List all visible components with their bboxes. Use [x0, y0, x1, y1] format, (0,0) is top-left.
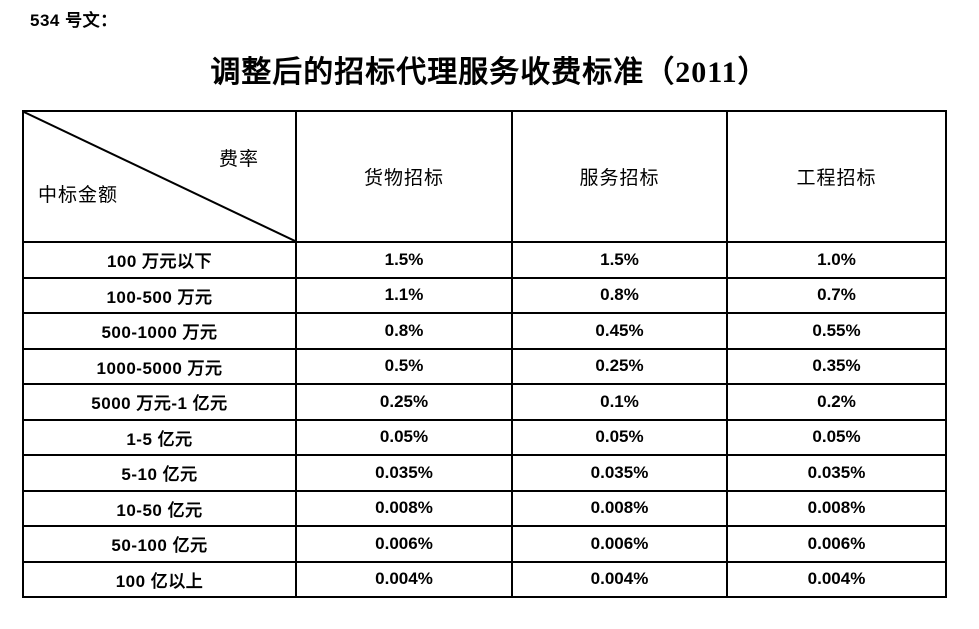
amount-range-cell: 5000 万元-1 亿元 — [22, 383, 297, 421]
table-row: 50-100 亿元 0.006% 0.006% 0.006% — [22, 525, 947, 563]
amount-range-cell: 1000-5000 万元 — [22, 347, 297, 385]
rate-cell-works: 0.006% — [726, 525, 947, 563]
table-row: 500-1000 万元 0.8% 0.45% 0.55% — [22, 312, 947, 350]
table-row: 10-50 亿元 0.008% 0.008% 0.008% — [22, 489, 947, 527]
fee-rate-table: 费率 中标金额 货物招标 服务招标 工程招标 100 万元以下 1.5% 1.5… — [22, 110, 947, 598]
rate-cell-works: 0.7% — [726, 276, 947, 314]
rate-cell-services: 0.25% — [511, 347, 728, 385]
table-row: 5-10 亿元 0.035% 0.035% 0.035% — [22, 454, 947, 492]
table-row: 100 万元以下 1.5% 1.5% 1.0% — [22, 241, 947, 279]
rate-cell-services: 0.006% — [511, 525, 728, 563]
rate-cell-goods: 0.5% — [295, 347, 513, 385]
rate-cell-goods: 0.008% — [295, 489, 513, 527]
rate-cell-goods: 0.035% — [295, 454, 513, 492]
rate-cell-services: 0.05% — [511, 418, 728, 456]
rate-cell-goods: 0.05% — [295, 418, 513, 456]
table-row: 100 亿以上 0.004% 0.004% 0.004% — [22, 560, 947, 598]
diagonal-header-cell: 费率 中标金额 — [22, 110, 297, 243]
rate-cell-works: 0.55% — [726, 312, 947, 350]
column-header-goods-bidding: 货物招标 — [295, 110, 513, 243]
rate-cell-services: 0.1% — [511, 383, 728, 421]
rate-cell-works: 0.2% — [726, 383, 947, 421]
table-row: 5000 万元-1 亿元 0.25% 0.1% 0.2% — [22, 383, 947, 421]
amount-range-cell: 100 万元以下 — [22, 241, 297, 279]
diagonal-label-rate: 费率 — [218, 149, 259, 170]
rate-cell-services: 0.004% — [511, 560, 728, 598]
table-row: 100-500 万元 1.1% 0.8% 0.7% — [22, 276, 947, 314]
rate-cell-works: 0.05% — [726, 418, 947, 456]
rate-cell-works: 0.035% — [726, 454, 947, 492]
amount-range-cell: 5-10 亿元 — [22, 454, 297, 492]
fee-table-body: 100 万元以下 1.5% 1.5% 1.0% 100-500 万元 1.1% … — [22, 241, 947, 598]
header-row: 费率 中标金额 货物招标 服务招标 工程招标 — [22, 110, 947, 243]
rate-cell-goods: 1.1% — [295, 276, 513, 314]
rate-cell-works: 1.0% — [726, 241, 947, 279]
table-row: 1000-5000 万元 0.5% 0.25% 0.35% — [22, 347, 947, 385]
rate-cell-goods: 0.8% — [295, 312, 513, 350]
table-row: 1-5 亿元 0.05% 0.05% 0.05% — [22, 418, 947, 456]
diagonal-divider-line — [24, 112, 295, 241]
amount-range-cell: 100 亿以上 — [22, 560, 297, 598]
column-header-services-bidding: 服务招标 — [511, 110, 728, 243]
rate-cell-goods: 0.25% — [295, 383, 513, 421]
rate-cell-services: 1.5% — [511, 241, 728, 279]
amount-range-cell: 50-100 亿元 — [22, 525, 297, 563]
rate-cell-services: 0.45% — [511, 312, 728, 350]
rate-cell-works: 0.35% — [726, 347, 947, 385]
amount-range-cell: 10-50 亿元 — [22, 489, 297, 527]
rate-cell-works: 0.008% — [726, 489, 947, 527]
rate-cell-services: 0.008% — [511, 489, 728, 527]
rate-cell-goods: 0.006% — [295, 525, 513, 563]
rate-cell-goods: 0.004% — [295, 560, 513, 598]
rate-cell-services: 0.8% — [511, 276, 728, 314]
column-header-works-bidding: 工程招标 — [726, 110, 947, 243]
page-title: 调整后的招标代理服务收费标准（2011） — [210, 56, 769, 89]
amount-range-cell: 500-1000 万元 — [22, 312, 297, 350]
rate-cell-services: 0.035% — [511, 454, 728, 492]
document-ref-label: 534 号文： — [30, 11, 118, 30]
amount-range-cell: 1-5 亿元 — [22, 418, 297, 456]
diagonal-label-bid-amount: 中标金额 — [38, 185, 119, 206]
rate-cell-works: 0.004% — [726, 560, 947, 598]
rate-cell-goods: 1.5% — [295, 241, 513, 279]
amount-range-cell: 100-500 万元 — [22, 276, 297, 314]
